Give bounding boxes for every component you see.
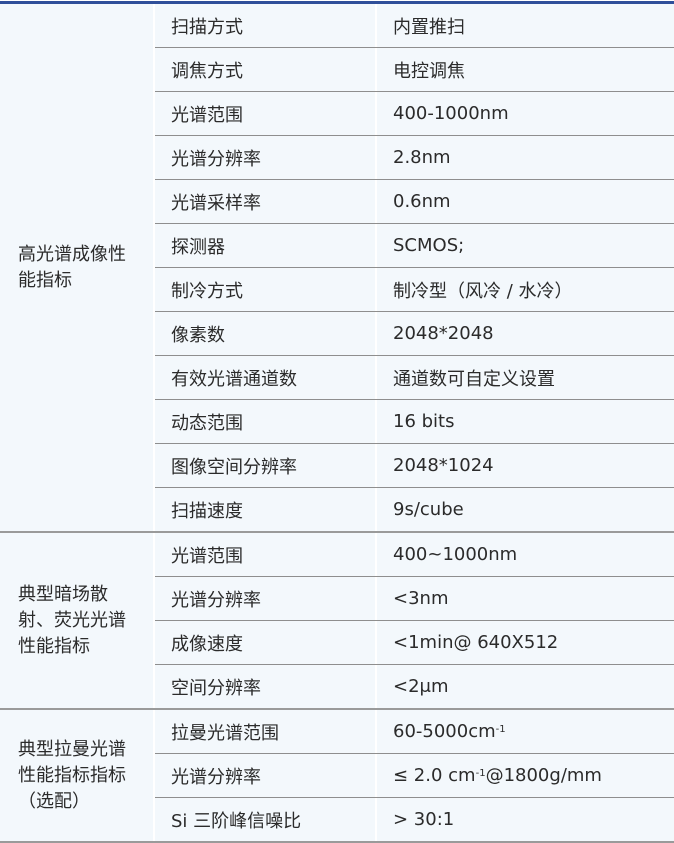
spec-value-text: <1min@ 640X512 xyxy=(393,632,559,653)
spec-value-text: <2μm xyxy=(393,676,449,697)
spec-value: SCMOS; xyxy=(377,224,674,267)
table-row: 扫描方式 内置推扫 xyxy=(155,4,674,48)
spec-value-text: 2.8nm xyxy=(393,147,451,168)
table-row: 光谱范围 400~1000nm xyxy=(155,533,674,577)
spec-value-text: 电控调焦 xyxy=(393,60,465,82)
spec-value-text: 0.6nm xyxy=(393,191,451,212)
spec-value-text: 400~1000nm xyxy=(393,544,518,565)
table-row: 光谱采样率 0.6nm xyxy=(155,180,674,224)
spec-key: 光谱分辨率 xyxy=(155,577,377,620)
spec-key: 光谱分辨率 xyxy=(155,754,377,797)
spec-value: 制冷型（风冷 / 水冷） xyxy=(377,268,674,311)
group-name: 典型拉曼光谱性能指标指标（选配） xyxy=(0,710,155,841)
table-row: 制冷方式 制冷型（风冷 / 水冷） xyxy=(155,268,674,312)
table-row: 调焦方式 电控调焦 xyxy=(155,48,674,92)
spec-key: 扫描速度 xyxy=(155,488,377,531)
spec-value: 2048*2048 xyxy=(377,312,674,355)
spec-value-text: <3nm xyxy=(393,588,449,609)
superscript: -1 xyxy=(475,768,486,779)
spec-key: 图像空间分辨率 xyxy=(155,444,377,487)
superscript: -1 xyxy=(495,724,506,735)
table-row: 有效光谱通道数 通道数可自定义设置 xyxy=(155,356,674,400)
table-row: 拉曼光谱范围 60-5000cm -1 xyxy=(155,710,674,754)
spec-key: Si 三阶峰信噪比 xyxy=(155,798,377,841)
table-row: 像素数 2048*2048 xyxy=(155,312,674,356)
group-name-text: 典型暗场散射、荧光光谱性能指标 xyxy=(18,583,126,657)
spec-value: <2μm xyxy=(377,665,674,708)
spec-key: 成像速度 xyxy=(155,621,377,664)
spec-value-text: 2048*1024 xyxy=(393,455,494,476)
spec-value: 9s/cube xyxy=(377,488,674,531)
spec-key: 空间分辨率 xyxy=(155,665,377,708)
spec-value: ≤ 2.0 cm -1 @1800g/mm xyxy=(377,754,674,797)
spec-key: 动态范围 xyxy=(155,400,377,443)
table-row: 光谱分辨率 ≤ 2.0 cm -1 @1800g/mm xyxy=(155,754,674,798)
spec-value: 400~1000nm xyxy=(377,533,674,576)
spec-value-text: > 30:1 xyxy=(393,809,455,830)
spec-key: 探测器 xyxy=(155,224,377,267)
spec-value-text: SCMOS; xyxy=(393,235,465,256)
spec-key: 拉曼光谱范围 xyxy=(155,710,377,753)
spec-key: 有效光谱通道数 xyxy=(155,356,377,399)
table-row: 空间分辨率 <2μm xyxy=(155,665,674,708)
spec-key: 像素数 xyxy=(155,312,377,355)
spec-key: 制冷方式 xyxy=(155,268,377,311)
spec-value-text: 400-1000nm xyxy=(393,103,509,124)
spec-key: 光谱分辨率 xyxy=(155,136,377,179)
spec-value-text: 9s/cube xyxy=(393,499,464,520)
spec-group: 高光谱成像性能指标 扫描方式 内置推扫 调焦方式 电控调焦 光谱范围 400-1000nm 光… xyxy=(0,4,674,533)
spec-value-text: ≤ 2.0 cm xyxy=(393,765,476,786)
group-name-text: 典型拉曼光谱性能指标指标（选配） xyxy=(18,738,126,812)
spec-value: 通道数可自定义设置 xyxy=(377,356,674,399)
spec-value: > 30:1 xyxy=(377,798,674,841)
spec-group: 典型暗场散射、荧光光谱性能指标 光谱范围 400~1000nm 光谱分辨率 <3nm 成像… xyxy=(0,533,674,710)
group-name: 典型暗场散射、荧光光谱性能指标 xyxy=(0,533,155,708)
spec-value-text: 内置推扫 xyxy=(393,16,465,38)
spec-value-text: 2048*2048 xyxy=(393,323,494,344)
group-name-text: 高光谱成像性能指标 xyxy=(18,243,126,291)
spec-value: 60-5000cm -1 xyxy=(377,710,674,753)
table-row: Si 三阶峰信噪比 > 30:1 xyxy=(155,798,674,841)
spec-value-text: 制冷型（风冷 / 水冷） xyxy=(393,280,573,302)
table-row: 探测器 SCMOS; xyxy=(155,224,674,268)
table-row: 光谱分辨率 2.8nm xyxy=(155,136,674,180)
spec-key: 调焦方式 xyxy=(155,48,377,91)
spec-key: 光谱范围 xyxy=(155,92,377,135)
spec-value: 电控调焦 xyxy=(377,48,674,91)
spec-value: 内置推扫 xyxy=(377,4,674,47)
spec-value: 400-1000nm xyxy=(377,92,674,135)
spec-value: 2048*1024 xyxy=(377,444,674,487)
spec-value: <1min@ 640X512 xyxy=(377,621,674,664)
spec-value-text: 16 bits xyxy=(393,411,455,432)
spec-value-suffix: @1800g/mm xyxy=(485,765,602,786)
spec-value: 0.6nm xyxy=(377,180,674,223)
spec-key: 扫描方式 xyxy=(155,4,377,47)
group-name: 高光谱成像性能指标 xyxy=(0,4,155,531)
table-row: 光谱分辨率 <3nm xyxy=(155,577,674,621)
spec-value-text: 通道数可自定义设置 xyxy=(393,368,555,390)
spec-value: 2.8nm xyxy=(377,136,674,179)
spec-value: 16 bits xyxy=(377,400,674,443)
table-row: 动态范围 16 bits xyxy=(155,400,674,444)
spec-value: <3nm xyxy=(377,577,674,620)
spec-group: 典型拉曼光谱性能指标指标（选配） 拉曼光谱范围 60-5000cm -1 光谱分辨率 ≤ … xyxy=(0,710,674,843)
spec-key: 光谱采样率 xyxy=(155,180,377,223)
table-row: 扫描速度 9s/cube xyxy=(155,488,674,531)
spec-value-text: 60-5000cm xyxy=(393,721,496,742)
table-row: 成像速度 <1min@ 640X512 xyxy=(155,621,674,665)
table-row: 光谱范围 400-1000nm xyxy=(155,92,674,136)
spec-key: 光谱范围 xyxy=(155,533,377,576)
table-row: 图像空间分辨率 2048*1024 xyxy=(155,444,674,488)
